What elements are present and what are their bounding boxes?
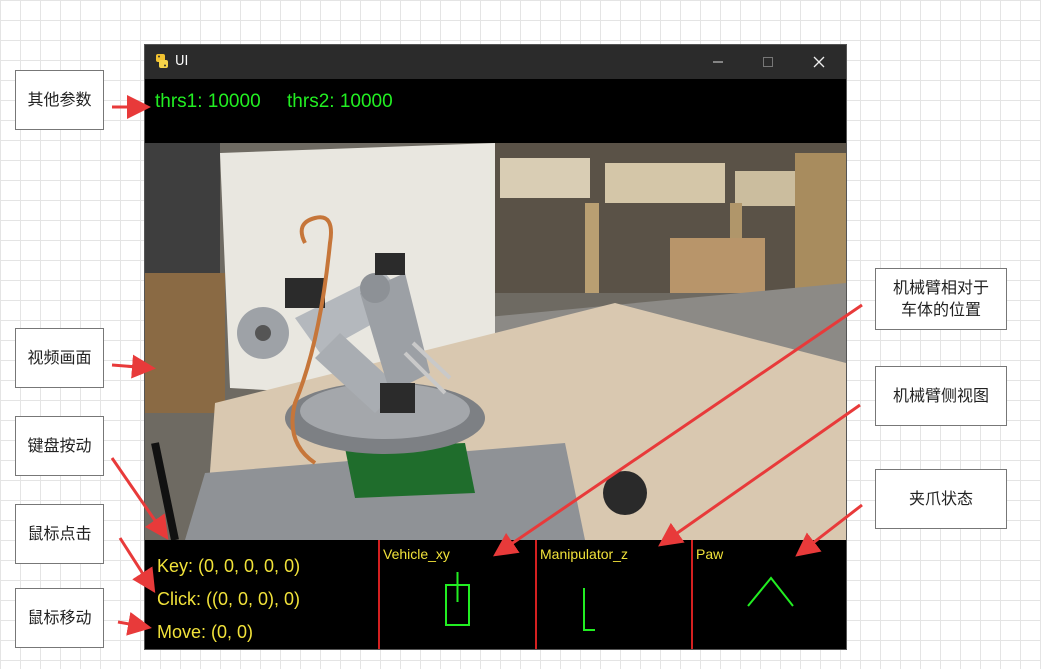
close-button[interactable] — [794, 45, 844, 79]
vehicle-xy-label: Vehicle_xy — [383, 546, 450, 562]
callout-other-params-text: 其他参数 — [27, 90, 92, 110]
manipulator-glyph — [583, 588, 595, 631]
close-icon — [813, 56, 825, 68]
gripper-glyph — [747, 576, 794, 607]
key-status: Key: (0, 0, 0, 0, 0) — [157, 556, 301, 576]
python-icon — [156, 54, 168, 68]
vehicle-glyph — [445, 572, 470, 626]
move-status: Move: (0, 0) — [157, 622, 254, 642]
callout-keyboard-text: 键盘按动 — [27, 436, 92, 456]
camera-feed — [145, 143, 846, 540]
callout-video-view-text: 视频画面 — [27, 348, 92, 368]
window-title: UI — [175, 54, 189, 69]
maximize-icon — [763, 57, 773, 67]
input-status: Key: (0, 0, 0, 0, 0) Click: ((0, 0, 0), … — [157, 550, 300, 649]
params-readout: thrs1: 10000 thrs2: 10000 — [155, 91, 393, 112]
manipulator-z-panel: Manipulator_z — [535, 540, 692, 649]
callout-arm-vs-body-line2: 车体的位置 — [900, 300, 981, 319]
callout-arm-side-view: 机械臂侧视图 — [875, 366, 1007, 426]
callout-arm-side-view-text: 机械臂侧视图 — [892, 386, 989, 406]
callout-mouse-move: 鼠标移动 — [15, 588, 104, 648]
app-window: UI thrs1: 10000 thrs2: 10000 — [145, 45, 846, 649]
minimize-icon — [713, 61, 723, 63]
minimize-button[interactable] — [693, 45, 743, 79]
callout-arm-vs-body-line1: 机械臂相对于 — [892, 278, 989, 298]
callout-mouse-click-text: 鼠标点击 — [27, 524, 92, 544]
maximize-button[interactable] — [743, 45, 793, 79]
callout-arm-vs-body: 机械臂相对于 车体的位置 — [875, 268, 1007, 330]
click-status: Click: ((0, 0, 0), 0) — [157, 589, 301, 609]
callout-other-params: 其他参数 — [15, 70, 104, 130]
callout-keyboard: 键盘按动 — [15, 416, 104, 476]
title-bar[interactable]: UI — [145, 45, 846, 79]
callout-mouse-click: 鼠标点击 — [15, 504, 104, 564]
hud-bar: Key: (0, 0, 0, 0, 0) Click: ((0, 0, 0), … — [145, 540, 846, 649]
callout-mouse-move-text: 鼠标移动 — [27, 608, 92, 628]
callout-gripper-state-text: 夹爪状态 — [908, 489, 973, 509]
paw-panel: Paw — [691, 540, 848, 649]
arrow-mouse-move — [117, 612, 152, 636]
vehicle-xy-panel: Vehicle_xy — [378, 540, 535, 649]
callout-video-view: 视频画面 — [15, 328, 104, 388]
callout-gripper-state: 夹爪状态 — [875, 469, 1007, 529]
